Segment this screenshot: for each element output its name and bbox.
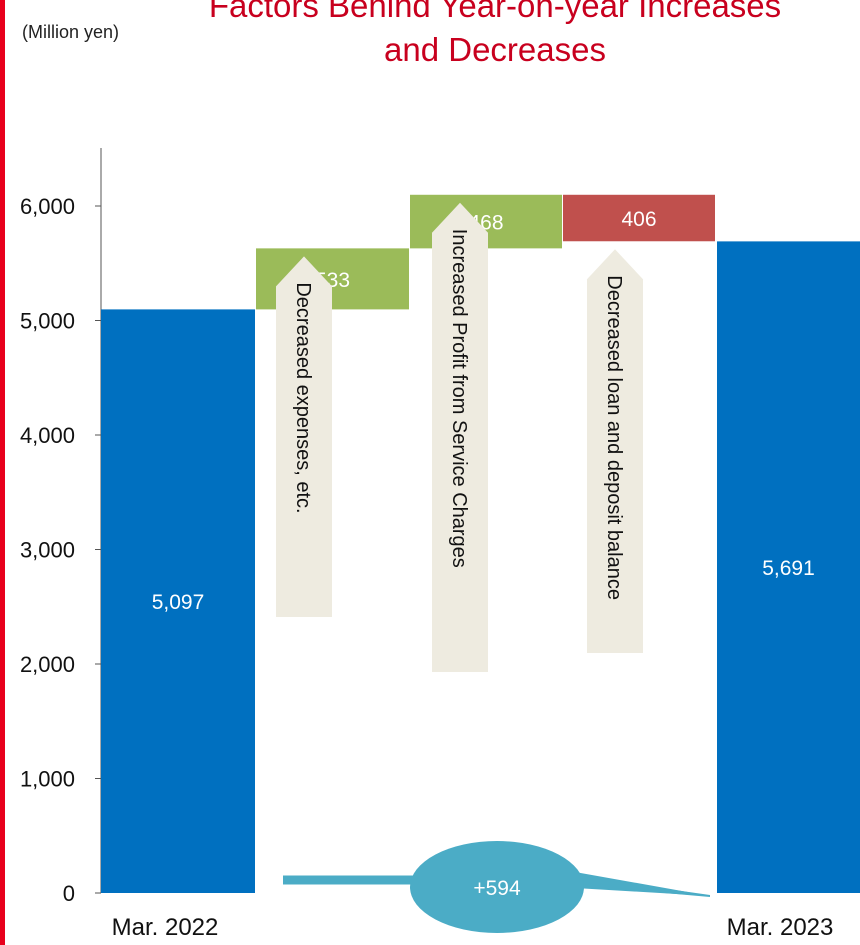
category-label: Mar. 2023 bbox=[727, 914, 834, 941]
y-tick-label: 6,000 bbox=[20, 194, 75, 219]
annotation-arrow bbox=[587, 249, 643, 654]
bar-4 bbox=[563, 194, 715, 242]
y-axis: 0 1,000 2,000 3,000 4,000 5,000 6,000 bbox=[20, 148, 102, 906]
change-arrow-group: +594 bbox=[283, 841, 710, 933]
annotation-arrow bbox=[276, 256, 332, 617]
chart-title-line-2: and Decreases bbox=[384, 31, 606, 68]
unit-label: (Million yen) bbox=[22, 22, 120, 42]
annotation-label: Decreased loan and deposit balance bbox=[603, 275, 625, 600]
y-tick-label: 0 bbox=[63, 881, 75, 906]
change-ellipse bbox=[410, 841, 584, 933]
bar-value-label: 5,097 bbox=[152, 591, 205, 614]
bar-5 bbox=[717, 241, 860, 893]
y-tick-label: 1,000 bbox=[20, 767, 75, 792]
chart-title: Factors Behind Year-on-year Increases an… bbox=[120, 0, 860, 72]
bar-1 bbox=[101, 309, 255, 893]
chart-title-line-1: Factors Behind Year-on-year Increases bbox=[208, 0, 782, 24]
change-label: +594 bbox=[473, 877, 521, 900]
y-tick-label: 3,000 bbox=[20, 538, 75, 563]
bar-value-label: 5,691 bbox=[762, 557, 815, 580]
y-tick-label: 5,000 bbox=[20, 309, 75, 334]
y-tick-label: 4,000 bbox=[20, 423, 75, 448]
category-label: Mar. 2022 bbox=[112, 914, 219, 941]
change-arrow-head-tip bbox=[575, 872, 710, 896]
annotation-arrow bbox=[432, 202, 488, 673]
bar-value-label: 406 bbox=[621, 208, 656, 231]
y-tick-label: 2,000 bbox=[20, 652, 75, 677]
annotation-label: Increased Profit from Service Charges bbox=[448, 229, 470, 568]
left-accent-rule bbox=[0, 0, 5, 945]
annotation-label: Decreased expenses, etc. bbox=[292, 282, 314, 513]
annotation-group: Decreased expenses, etc. Increased Profit… bbox=[276, 202, 643, 673]
